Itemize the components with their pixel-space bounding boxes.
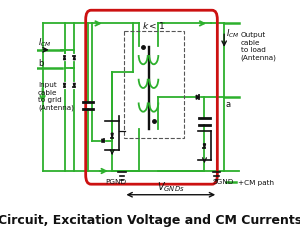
Text: a: a [226, 99, 231, 108]
Polygon shape [64, 56, 65, 61]
Text: PGND: PGND [105, 178, 127, 184]
Text: $k < 1$: $k < 1$ [142, 20, 165, 31]
Text: b: b [38, 59, 44, 68]
Text: $V_{GNDs}$: $V_{GNDs}$ [157, 180, 185, 194]
Text: $I_{CM}$: $I_{CM}$ [38, 37, 52, 49]
Polygon shape [74, 56, 75, 61]
Text: SGND: SGND [212, 178, 233, 184]
Polygon shape [111, 134, 113, 138]
Polygon shape [74, 84, 75, 88]
Text: Output
cable
to load
(Antenna): Output cable to load (Antenna) [241, 32, 277, 61]
Text: Input
cable
to grid
(Antenna): Input cable to grid (Antenna) [38, 82, 74, 111]
Text: Circuit, Excitation Voltage and CM Currents: Circuit, Excitation Voltage and CM Curre… [0, 213, 300, 226]
Text: $I_{CM}$: $I_{CM}$ [226, 27, 240, 39]
Text: +CM path: +CM path [238, 179, 274, 185]
Polygon shape [102, 139, 104, 143]
Polygon shape [64, 84, 65, 88]
Polygon shape [203, 144, 206, 149]
Polygon shape [196, 96, 199, 100]
Bar [124, 32, 184, 138]
